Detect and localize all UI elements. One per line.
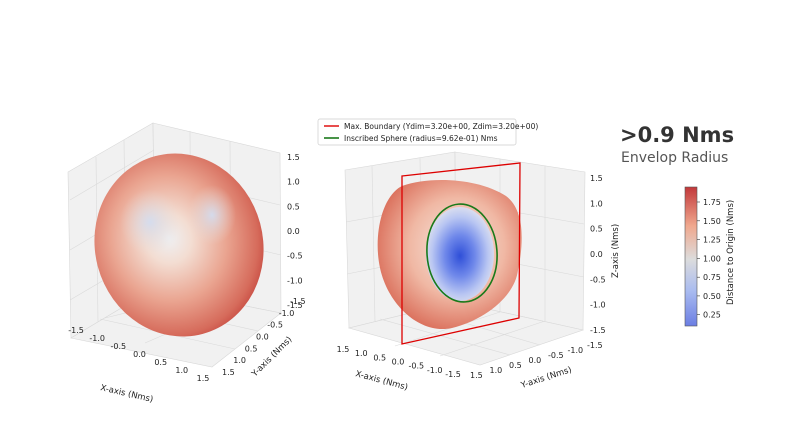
left-x-tick-0: -1.5 (68, 326, 84, 335)
middle-z-axis-label: Z-axis (Nms) (611, 224, 621, 278)
mid-y-tick-5: -1.0 (568, 346, 584, 355)
headline-value: >0.9 Nms (620, 123, 734, 147)
left-z-tick-4: -0.5 (287, 252, 303, 261)
left-x-axis-label: X-axis (Nms) (99, 383, 154, 405)
left-z-tick-3: 0.0 (287, 227, 300, 236)
plot-left: -1.5-1.0-0.50.00.51.01.5 1.51.00.50.0-0.… (67, 122, 306, 405)
mid-z-tick-6: -1.5 (590, 326, 606, 335)
left-x-tick-1: -1.0 (89, 334, 105, 343)
left-y-tick-labels: 1.51.00.50.0-0.5-1.0-1.5 (222, 297, 306, 377)
mid-x-tick-1: 1.0 (355, 349, 368, 358)
left-y-tick-4: -0.5 (267, 321, 283, 330)
envelope-core-middle (426, 207, 494, 301)
mid-y-tick-1: 1.0 (490, 366, 503, 375)
mid-z-tick-3: 0.0 (590, 250, 603, 259)
mid-y-tick-6: -1.5 (587, 341, 603, 350)
plot-middle: 1.5 1.0 0.5 0.0 -0.5 -1.0 -1.5 1.51.00.50.0-0.… (317, 118, 621, 393)
mid-x-tick-5: -1.0 (427, 366, 443, 375)
colorbar-gradient (684, 186, 698, 327)
mid-z-tick-4: -0.5 (590, 275, 606, 284)
legend-label-inscribed: Inscribed Sphere (radius=9.62e-01) Nms (344, 134, 498, 143)
left-y-axis-label: Y-axis (Nms) (249, 335, 294, 380)
middle-x-axis-label: X-axis (Nms) (354, 369, 409, 393)
mid-y-tick-4: -0.5 (548, 351, 564, 360)
envelope-lobe-left (120, 189, 180, 255)
mid-y-tick-0: 1.5 (470, 371, 483, 380)
left-y-tick-6: -1.5 (290, 297, 306, 306)
left-x-tick-6: 1.5 (197, 374, 210, 383)
left-y-tick-0: 1.5 (222, 368, 235, 377)
mid-z-tick-1: 1.0 (590, 199, 603, 208)
colorbar-tick-label-5: 1.50 (703, 217, 721, 226)
middle-z-tick-labels: 1.5 1.0 0.5 0.0 -0.5 -1.0 -1.5 (590, 174, 606, 335)
left-y-tick-5: -1.0 (279, 309, 295, 318)
middle-y-tick-labels: 1.5 1.0 0.5 0.0 -0.5 -1.0-1.5 (470, 341, 603, 380)
envelope-lobe-right (188, 185, 236, 245)
headline-caption: Envelop Radius (621, 150, 728, 166)
middle-y-axis-label: Y-axis (Nms) (519, 365, 573, 391)
legend-box (317, 118, 517, 146)
inscribed-sphere-circle (426, 203, 498, 303)
colorbar-tick-label-2: 0.75 (703, 273, 721, 282)
mid-z-tick-2: 0.5 (590, 225, 603, 234)
left-z-tick-1: 1.0 (287, 178, 300, 187)
left-x-tick-5: 1.0 (175, 366, 188, 375)
colorbar-tick-label-6: 1.75 (703, 198, 721, 207)
left-x-tick-4: 0.5 (154, 358, 167, 367)
legend: Max. Boundary (Ydim=3.20e+00, Zdim=3.20e… (317, 118, 538, 146)
colorbar: 0.25 0.50 0.75 1.00 1.25 1.50 1.75 Distance to… (684, 186, 736, 327)
legend-label-boundary: Max. Boundary (Ydim=3.20e+00, Zdim=3.20e… (344, 122, 538, 131)
colorbar-tick-label-4: 1.25 (703, 236, 721, 245)
mid-z-tick-0: 1.5 (590, 174, 603, 183)
colorbar-label: Distance to Origin (Nms) (726, 200, 736, 305)
left-y-tick-3: 0.0 (256, 333, 269, 342)
left-y-tick-1: 1.0 (233, 356, 246, 365)
colorbar-ticks: 0.25 0.50 0.75 1.00 1.25 1.50 1.75 (697, 198, 721, 320)
mid-y-tick-2: 0.5 (509, 361, 522, 370)
left-y-tick-2: 0.5 (245, 344, 258, 353)
mid-x-tick-2: 0.5 (373, 353, 386, 362)
left-z-tick-labels: 1.5 1.0 0.5 0.0 -0.5 -1.0 -1.5 (287, 153, 303, 310)
max-boundary-plane (401, 162, 521, 345)
left-x-tick-2: -0.5 (110, 342, 126, 351)
left-x-tick-3: 0.0 (133, 350, 146, 359)
mid-x-tick-0: 1.5 (337, 345, 350, 354)
left-z-tick-6: -1.5 (287, 301, 303, 310)
mid-x-tick-6: -1.5 (445, 370, 461, 379)
middle-x-tick-labels: 1.5 1.0 0.5 0.0 -0.5 -1.0 -1.5 (337, 345, 461, 379)
mid-x-tick-4: -0.5 (408, 362, 424, 371)
left-z-tick-5: -1.0 (287, 276, 303, 285)
mid-z-tick-5: -1.0 (590, 301, 606, 310)
mid-y-tick-3: 0.0 (529, 356, 542, 365)
mid-x-tick-3: 0.0 (392, 358, 405, 367)
left-z-tick-2: 0.5 (287, 202, 300, 211)
colorbar-tick-label-3: 1.00 (703, 254, 721, 263)
colorbar-tick-label-0: 0.25 (703, 311, 721, 320)
left-z-tick-0: 1.5 (287, 153, 300, 162)
colorbar-tick-label-1: 0.50 (703, 292, 721, 301)
left-x-tick-labels: -1.5 -1.0 -0.5 0.0 0.5 1.0 1.5 (68, 326, 209, 383)
